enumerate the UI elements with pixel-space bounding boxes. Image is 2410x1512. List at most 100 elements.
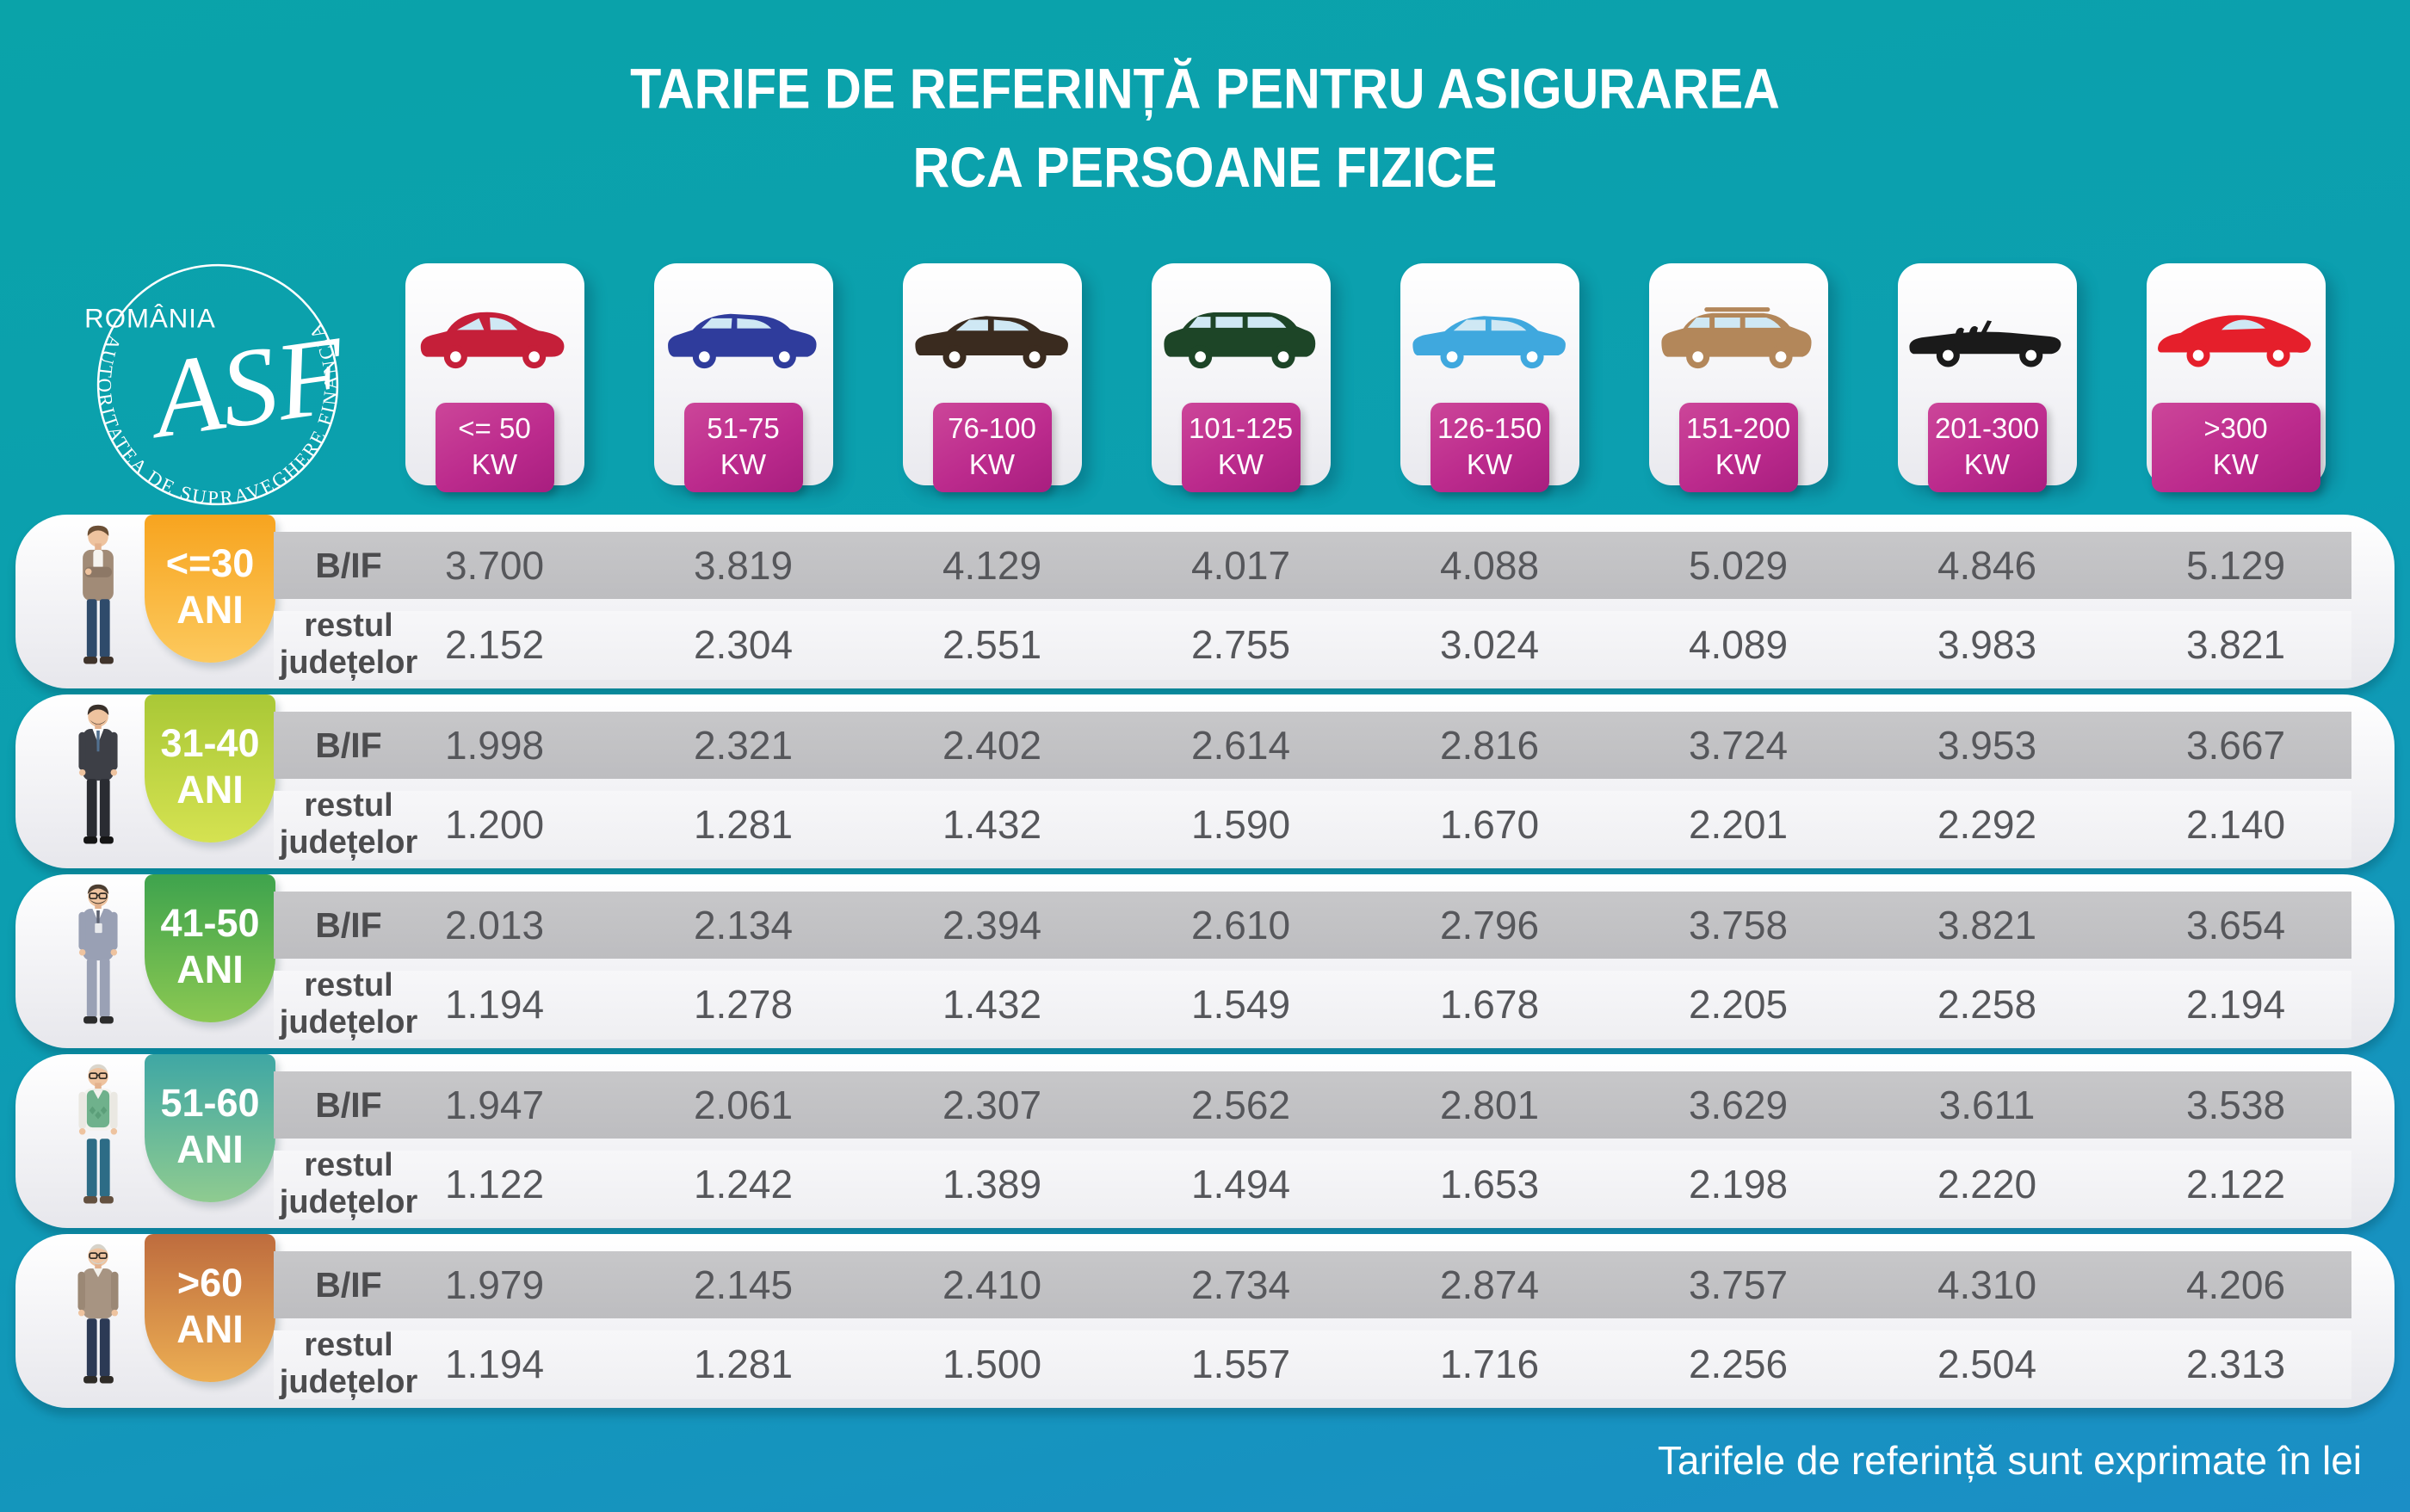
tariff-value: 2.194 xyxy=(2185,982,2286,1027)
tariff-value: 3.983 xyxy=(1937,622,2037,667)
bif-values: 1.947 2.061 2.307 2.562 2.801 3.629 3.611 3.538 xyxy=(370,1071,2360,1139)
tariff-value: 2.614 xyxy=(1190,723,1291,768)
age-badge: 41-50 ANI xyxy=(145,874,275,1022)
tariff-value: 2.220 xyxy=(1937,1162,2037,1207)
age-row: <=30 ANI B/IF restul județelor 3.700 3.819 4.12… xyxy=(15,515,2395,688)
rest-values: 1.200 1.281 1.432 1.590 1.670 2.201 2.292 2.140 xyxy=(370,787,2360,861)
footer-note: Tarifele de referință sunt exprimate în … xyxy=(1657,1438,2362,1483)
age-range-label: 51-60 xyxy=(160,1081,260,1125)
asf-logo: ROMÂNIA ASF AUTORITATEA DE SUPRAVEGHERE … xyxy=(67,255,353,509)
page-title: TARIFE DE REFERINȚĂ PENTRU ASIGURAREA RC… xyxy=(72,50,2338,207)
power-unit-label: KW xyxy=(720,448,767,480)
power-unit-label: KW xyxy=(1466,448,1513,480)
tariff-value: 1.557 xyxy=(1190,1342,1291,1386)
age-unit-label: ANI xyxy=(176,768,244,812)
bif-values: 2.013 2.134 2.394 2.610 2.796 3.758 3.821 3.654 xyxy=(370,892,2360,959)
car-icon-large-suv xyxy=(1660,307,1812,369)
age-unit-label: ANI xyxy=(176,1127,244,1171)
tariff-value: 3.654 xyxy=(2185,903,2286,947)
tariff-value: 2.394 xyxy=(942,903,1042,947)
power-range-label: 201-300 xyxy=(1934,412,2040,444)
tariff-value: 2.061 xyxy=(693,1083,794,1127)
tariff-value: 3.821 xyxy=(1937,903,2037,947)
tariff-value: 1.200 xyxy=(444,802,545,847)
tariff-value: 2.013 xyxy=(444,903,545,947)
power-range-badge: 101-125 KW xyxy=(1181,403,1301,492)
tariff-value: 2.152 xyxy=(444,622,545,667)
power-unit-label: KW xyxy=(2212,448,2259,480)
tariff-value: 2.610 xyxy=(1190,903,1291,947)
tariff-value: 1.549 xyxy=(1190,982,1291,1027)
power-unit-label: KW xyxy=(1963,448,2011,480)
age-row: 51-60 ANI B/IF restul județelor 1.947 2.061 2.3… xyxy=(15,1054,2395,1228)
rest-band xyxy=(274,791,2351,860)
tariff-value: 1.281 xyxy=(693,1342,794,1386)
tariff-value: 2.321 xyxy=(693,723,794,768)
power-range-label: 101-125 xyxy=(1188,412,1294,444)
power-range-badge: 151-200 KW xyxy=(1678,403,1798,492)
bif-band xyxy=(274,1251,2351,1318)
power-range-label: 126-150 xyxy=(1437,412,1542,444)
power-unit-label: KW xyxy=(1715,448,1762,480)
tariff-value: 3.953 xyxy=(1937,723,2037,768)
tariff-value: 2.816 xyxy=(1439,723,1540,768)
age-row: 31-40 ANI B/IF restul județelor 1.998 2.321 2.4… xyxy=(15,694,2395,868)
bif-band xyxy=(274,892,2351,959)
power-range-badge: 126-150 KW xyxy=(1430,403,1549,492)
tariff-value: 2.292 xyxy=(1937,802,2037,847)
power-range-label: 76-100 xyxy=(948,412,1036,444)
car-category-header: <= 50 KW 51-75 KW 76-100 KW 101-125 KW 126-150 KW… xyxy=(370,263,2360,496)
car-category-card: 51-75 KW xyxy=(653,263,833,492)
rest-band xyxy=(274,611,2351,680)
age-row: >60 ANI B/IF restul județelor 1.979 2.145 2.410… xyxy=(15,1234,2395,1408)
tariff-value: 1.590 xyxy=(1190,802,1291,847)
tariff-value: 1.998 xyxy=(444,723,545,768)
page-title-line1: TARIFE DE REFERINȚĂ PENTRU ASIGURAREA xyxy=(630,58,1780,121)
bif-band xyxy=(274,1071,2351,1139)
age-range-label: 31-40 xyxy=(160,721,260,765)
tariff-value: 3.700 xyxy=(444,543,545,588)
tariff-value: 2.304 xyxy=(693,622,794,667)
tariff-value: 2.402 xyxy=(942,723,1042,768)
tariff-value: 2.201 xyxy=(1688,802,1789,847)
tariff-value: 2.734 xyxy=(1190,1262,1291,1307)
age-badge: 31-40 ANI xyxy=(145,694,275,842)
tariff-value: 2.122 xyxy=(2185,1162,2286,1207)
tariff-value: 5.029 xyxy=(1688,543,1789,588)
power-unit-label: KW xyxy=(1217,448,1264,480)
tariff-value: 4.017 xyxy=(1190,543,1291,588)
tariff-value: 3.629 xyxy=(1688,1083,1789,1127)
page-title-line2: RCA PERSOANE FIZICE xyxy=(912,136,1498,200)
age-range-label: <=30 xyxy=(165,541,255,585)
bif-band xyxy=(274,532,2351,599)
tariff-value: 2.205 xyxy=(1688,982,1789,1027)
tariff-value: 4.129 xyxy=(942,543,1042,588)
tariff-value: 2.313 xyxy=(2185,1342,2286,1386)
tariff-value: 4.310 xyxy=(1937,1262,2037,1307)
bif-values: 1.998 2.321 2.402 2.614 2.816 3.724 3.953 3.667 xyxy=(370,712,2360,779)
tariff-value: 2.755 xyxy=(1190,622,1291,667)
tariff-value: 1.281 xyxy=(693,802,794,847)
tariff-value: 2.258 xyxy=(1937,982,2037,1027)
person-icon-senior-man-vest xyxy=(78,1064,118,1204)
tariff-value: 4.088 xyxy=(1439,543,1540,588)
car-category-card: 76-100 KW xyxy=(902,263,1082,492)
power-range-badge: <= 50 KW xyxy=(435,403,554,492)
tariff-value: 3.819 xyxy=(693,543,794,588)
age-unit-label: ANI xyxy=(176,947,244,991)
car-icon-city-hatchback xyxy=(420,312,564,369)
rest-label: restul județelor xyxy=(279,967,418,1040)
person-icon-middle-aged-man-glasses xyxy=(78,884,118,1024)
bif-band xyxy=(274,712,2351,779)
tariff-value: 3.538 xyxy=(2185,1083,2286,1127)
rest-label: restul județelor xyxy=(279,787,418,861)
rest-label: restul județelor xyxy=(279,1327,418,1400)
tariff-value: 1.432 xyxy=(942,982,1042,1027)
tariff-value: 2.551 xyxy=(942,622,1042,667)
rest-band xyxy=(274,971,2351,1040)
tariff-value: 2.796 xyxy=(1439,903,1540,947)
tariff-value: 4.206 xyxy=(2185,1262,2286,1307)
tariff-value: 3.757 xyxy=(1688,1262,1789,1307)
age-range-label: 41-50 xyxy=(160,901,260,945)
tariff-value: 1.194 xyxy=(444,982,545,1027)
